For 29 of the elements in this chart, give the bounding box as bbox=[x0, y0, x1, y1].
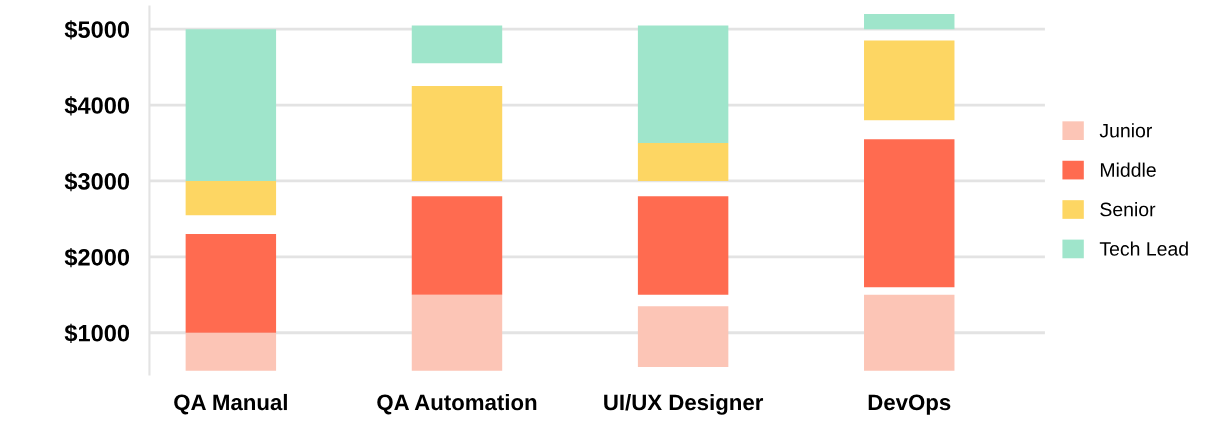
bar bbox=[185, 180, 277, 216]
y-tick-label: $4000 bbox=[64, 96, 130, 116]
y-tick-label: $2000 bbox=[64, 247, 130, 268]
bar bbox=[864, 40, 955, 121]
bar bbox=[411, 294, 503, 371]
bar bbox=[411, 196, 503, 295]
bar bbox=[185, 332, 277, 371]
bar bbox=[637, 143, 729, 181]
x-tick-label: DevOps bbox=[868, 394, 951, 415]
bar bbox=[185, 234, 277, 333]
bar bbox=[411, 86, 503, 181]
x-tick-label: QA Automation bbox=[377, 393, 537, 415]
legend-label: Middle bbox=[1100, 162, 1156, 177]
bar bbox=[864, 14, 955, 30]
legend-label: Tech Lead bbox=[1099, 241, 1188, 256]
y-tick-label: $1000 bbox=[64, 323, 130, 344]
legend-label: Senior bbox=[1100, 202, 1156, 217]
bar bbox=[185, 29, 277, 181]
x-tick-label: UI/UX Designer bbox=[604, 393, 764, 415]
bar bbox=[864, 294, 955, 371]
legend-label: Junior bbox=[1099, 123, 1153, 138]
bar bbox=[637, 196, 729, 295]
y-tick-label: $3000 bbox=[64, 172, 130, 192]
bar bbox=[864, 139, 955, 288]
bar bbox=[411, 25, 503, 64]
x-tick-label: QA Manual bbox=[174, 393, 287, 415]
y-tick-label: $5000 bbox=[64, 20, 130, 40]
bar bbox=[637, 306, 729, 367]
bar bbox=[637, 25, 729, 144]
